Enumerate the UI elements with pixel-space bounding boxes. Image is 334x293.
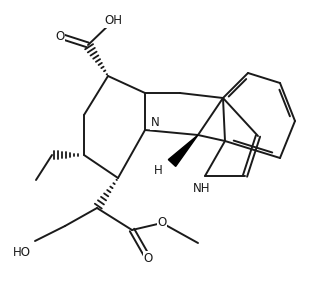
Text: HO: HO	[13, 246, 31, 260]
Text: N: N	[151, 117, 159, 130]
Text: NH: NH	[193, 181, 211, 195]
Text: O: O	[55, 30, 64, 42]
Text: O: O	[157, 217, 167, 229]
Text: H: H	[154, 164, 162, 178]
Text: O: O	[143, 251, 153, 265]
Text: OH: OH	[104, 14, 122, 28]
Polygon shape	[168, 135, 198, 166]
